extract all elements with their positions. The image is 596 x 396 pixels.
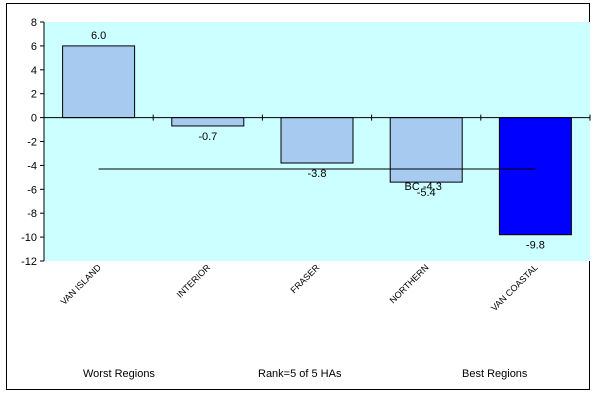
data-label: -5.4 xyxy=(417,187,436,199)
y-tick-label: 0 xyxy=(31,113,37,125)
bar-interior xyxy=(171,117,245,127)
bar-van-island xyxy=(62,45,136,119)
data-label: -0.7 xyxy=(198,131,217,143)
y-tick-label: 8 xyxy=(31,17,37,29)
y-tick-label: -8 xyxy=(27,208,37,220)
bar-van-coastal xyxy=(498,117,572,236)
y-tick-label: -6 xyxy=(27,184,37,196)
category-labels: VAN ISLAND INTERIOR FRASER NORTHERN VAN COAS… xyxy=(59,262,540,313)
y-tick-label: -4 xyxy=(27,160,37,172)
bar-fraser xyxy=(280,117,354,164)
reference-line: BC -4.3 xyxy=(98,168,536,193)
x-axis xyxy=(43,114,591,121)
data-label: -9.8 xyxy=(526,240,545,252)
bar-northern xyxy=(389,117,463,183)
footer-rank: Rank=5 of 5 HAs xyxy=(258,368,342,380)
y-tick-label: -12 xyxy=(21,256,37,268)
data-labels: 6.0 -0.7 -3.8 -5.4 -9.8 xyxy=(91,30,545,252)
y-tick-label: -10 xyxy=(21,232,37,244)
data-label: 6.0 xyxy=(91,30,106,42)
footer-best-regions: Best Regions xyxy=(462,368,528,380)
category-label: FRASER xyxy=(289,262,322,295)
category-label: VAN ISLAND xyxy=(59,262,104,307)
y-axis: 8 6 4 2 0 -2 -4 -6 -8 -10 -12 xyxy=(21,17,45,268)
y-tick-label: 4 xyxy=(31,65,37,77)
y-tick-label: 6 xyxy=(31,41,37,53)
category-label: INTERIOR xyxy=(175,262,213,300)
bc-reference-label: BC -4.3 xyxy=(405,181,442,193)
y-tick-label: 2 xyxy=(31,89,37,101)
data-label: -3.8 xyxy=(308,168,327,180)
category-label: VAN COASTAL xyxy=(489,262,540,313)
y-tick-label: -2 xyxy=(27,137,37,149)
category-label: NORTHERN xyxy=(388,262,431,305)
footer-worst-regions: Worst Regions xyxy=(83,368,155,380)
